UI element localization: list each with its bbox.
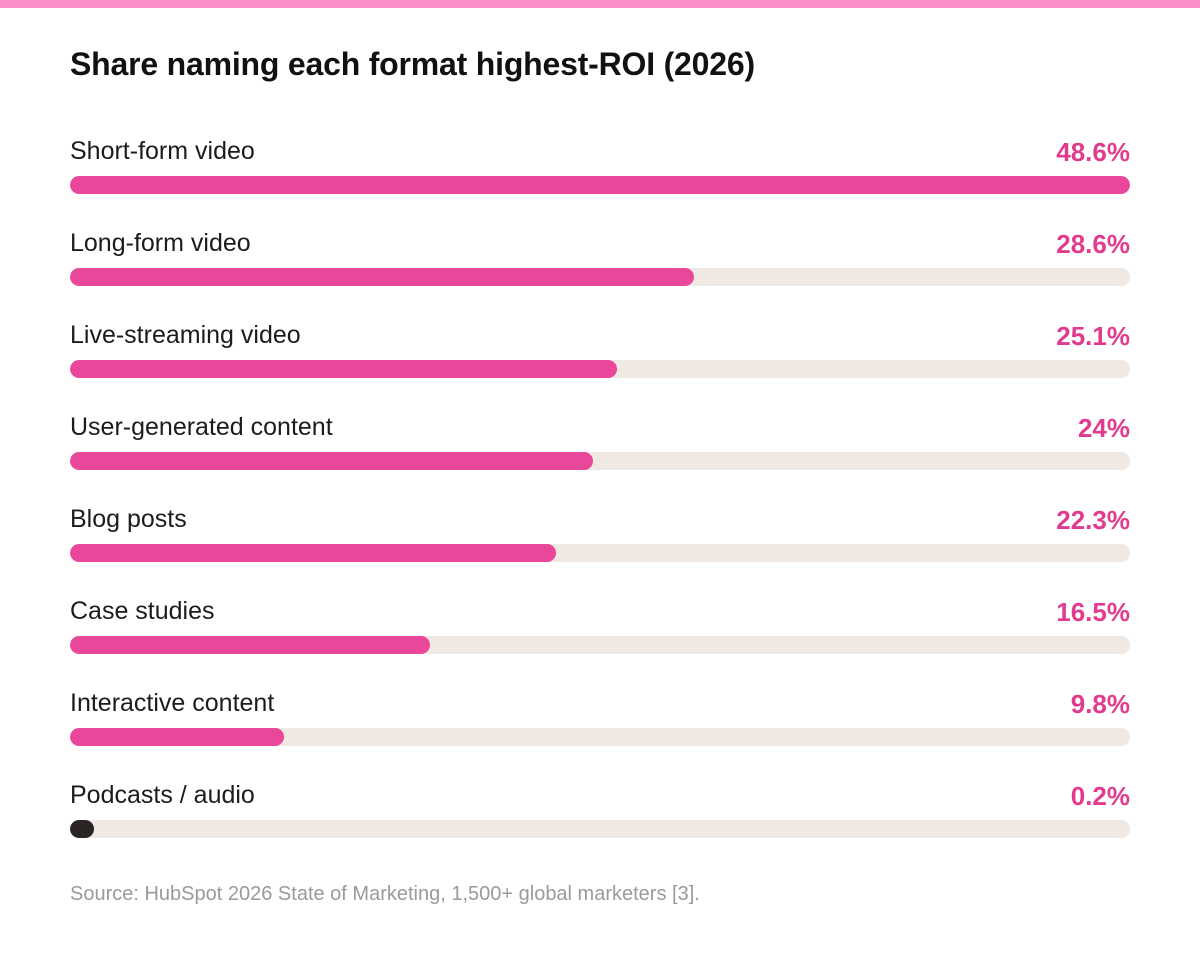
bar-track bbox=[70, 820, 1130, 838]
bar-track bbox=[70, 452, 1130, 470]
bar-track bbox=[70, 544, 1130, 562]
bar bbox=[70, 452, 593, 470]
bar-track bbox=[70, 360, 1130, 378]
category-label: Interactive content bbox=[70, 689, 275, 717]
value-label: 25.1% bbox=[1056, 321, 1130, 351]
bar-row: User-generated content 24% bbox=[70, 407, 1130, 499]
value-label: 22.3% bbox=[1056, 505, 1130, 535]
value-label: 16.5% bbox=[1056, 597, 1130, 627]
value-label: 48.6% bbox=[1056, 137, 1130, 167]
bar-track bbox=[70, 728, 1130, 746]
bar-row: Short-form video 48.6% bbox=[70, 131, 1130, 223]
category-label: Live-streaming video bbox=[70, 321, 301, 349]
chart-title: Share naming each format highest-ROI (20… bbox=[70, 46, 755, 82]
bar-row: Live-streaming video 25.1% bbox=[70, 315, 1130, 407]
bar bbox=[70, 176, 1130, 194]
category-label: User-generated content bbox=[70, 413, 333, 441]
top-accent-stripe bbox=[0, 0, 1200, 8]
category-label: Case studies bbox=[70, 597, 215, 625]
bar-rows: Short-form video 48.6% Long-form video 28.6… bbox=[70, 131, 1130, 867]
category-label: Blog posts bbox=[70, 505, 187, 533]
value-label: 24% bbox=[1077, 413, 1130, 443]
bar-track bbox=[70, 176, 1130, 194]
bar bbox=[70, 820, 94, 838]
bar-row: Interactive content 9.8% bbox=[70, 683, 1130, 775]
bar bbox=[70, 728, 284, 746]
bar-row: Blog posts 22.3% bbox=[70, 499, 1130, 591]
value-label: 0.2% bbox=[1070, 781, 1130, 811]
bar-row: Podcasts / audio 0.2% bbox=[70, 775, 1130, 867]
value-label: 28.6% bbox=[1056, 229, 1130, 259]
bar-track bbox=[70, 268, 1130, 286]
category-label: Short-form video bbox=[70, 137, 255, 165]
bar bbox=[70, 360, 617, 378]
bar bbox=[70, 636, 430, 654]
bar bbox=[70, 544, 556, 562]
category-label: Podcasts / audio bbox=[70, 781, 255, 809]
bar-row: Long-form video 28.6% bbox=[70, 223, 1130, 315]
source-note: Source: HubSpot 2026 State of Marketing,… bbox=[70, 883, 700, 905]
bar bbox=[70, 268, 694, 286]
bar-row: Case studies 16.5% bbox=[70, 591, 1130, 683]
value-label: 9.8% bbox=[1070, 689, 1130, 719]
bar-track bbox=[70, 636, 1130, 654]
category-label: Long-form video bbox=[70, 229, 251, 257]
